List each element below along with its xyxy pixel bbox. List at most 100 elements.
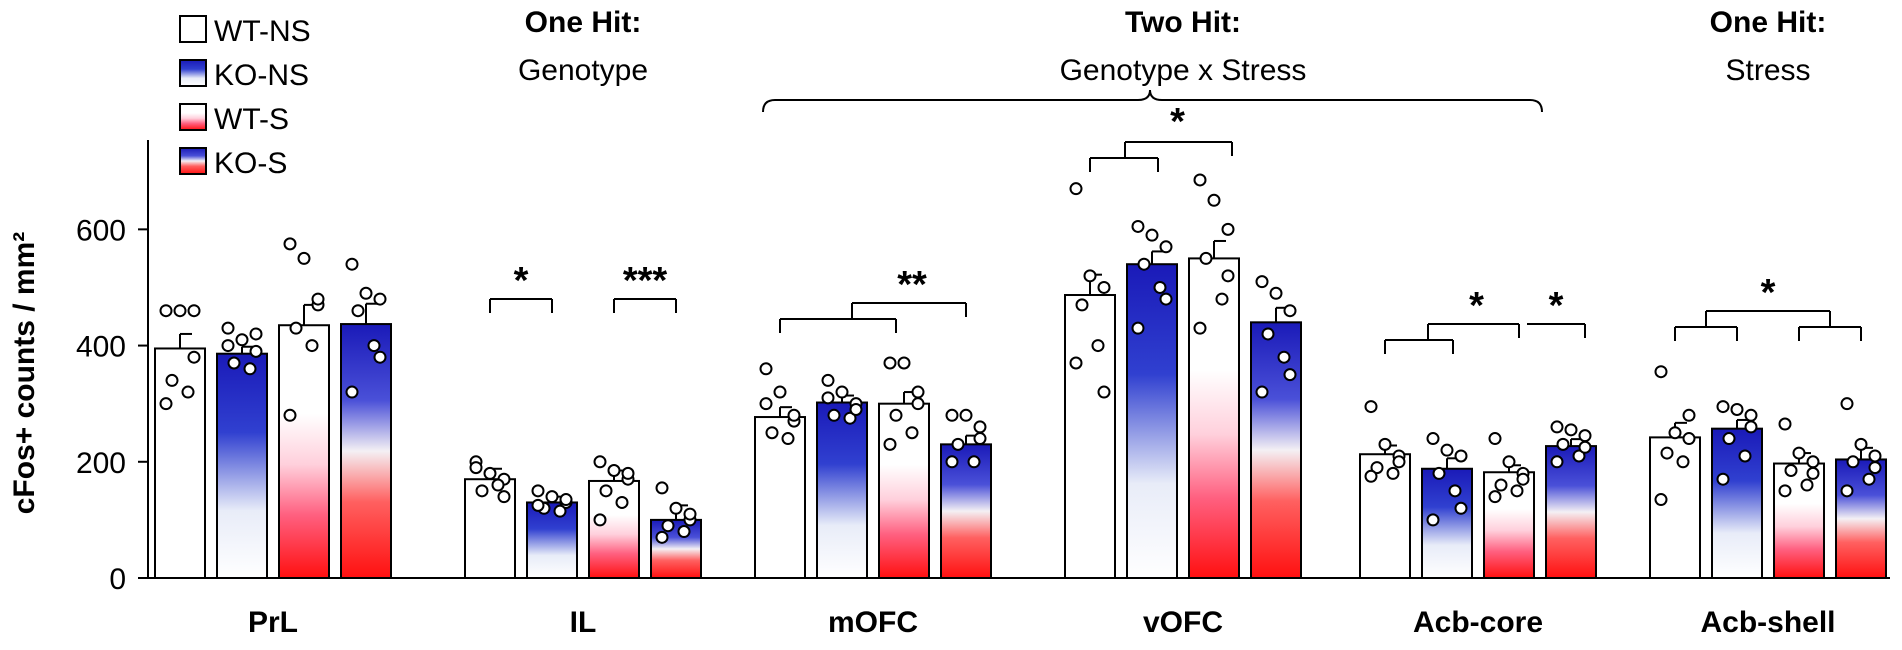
data-point [1370,461,1384,475]
data-point [1097,280,1111,294]
data-point [593,455,607,469]
data-point [553,504,567,518]
data-point [1716,400,1730,414]
data-point [1215,292,1229,306]
data-point [1682,432,1696,446]
data-point [661,519,675,533]
data-point [1654,493,1668,507]
data-point [1255,385,1269,399]
header-title: One Hit: [1710,6,1827,39]
data-point [827,408,841,422]
data-point [475,484,489,498]
data-point [1454,449,1468,463]
data-point [1137,257,1151,271]
data-point [1392,455,1406,469]
data-point [621,466,635,480]
data-point [1578,440,1592,454]
data-point [1426,513,1440,527]
data-point [1550,420,1564,434]
y-tick-label: 200 [76,447,126,480]
data-point [187,350,201,364]
header-title: One Hit: [525,6,642,39]
data-point [1269,286,1283,300]
data-point [1432,466,1446,480]
bar-wt-ns-acb-shell [1649,436,1701,580]
data-point [821,373,835,387]
data-point [951,437,965,451]
bar-ko-ns-acb-shell [1711,427,1763,580]
data-point [159,304,173,318]
data-point [1744,420,1758,434]
legend-label-ko-s: KO-S [214,147,287,180]
data-point [835,385,849,399]
data-point [367,339,381,353]
data-point [497,490,511,504]
data-point [889,408,903,422]
data-point [1516,472,1530,486]
data-point [1153,280,1167,294]
header-subtitle: Genotype [518,54,648,87]
data-point [227,356,241,370]
bar-wt-s-prl [278,324,330,579]
category-label-il: IL [570,606,597,639]
data-point [1676,455,1690,469]
data-point [669,501,683,515]
data-point [683,507,697,521]
legend-label-wt-ns: WT-NS [214,15,311,48]
bar-wt-ns-prl [154,347,206,579]
significance-brackets: * *** **** * * [489,101,1862,354]
data-point [305,339,319,353]
data-point [1131,219,1145,233]
data-point [911,385,925,399]
data-point [1556,437,1570,451]
bar-ko-s-acb-shell [1835,458,1887,580]
data-point [1221,269,1235,283]
significance-label: * [1549,285,1564,327]
data-point [765,426,779,440]
data-point [1207,193,1221,207]
data-point [1283,304,1297,318]
data-point [1283,368,1297,382]
bar-ko-ns-mofc [816,401,868,579]
data-point [1738,449,1752,463]
significance-label: ** [897,264,927,306]
data-point [1364,469,1378,483]
significance-label: * [1761,272,1776,314]
data-point [945,455,959,469]
data-point [531,498,545,512]
data-point [345,385,359,399]
category-label-mofc: mOFC [828,606,918,639]
significance-label: * [1469,285,1484,327]
data-point [1261,327,1275,341]
data-point [1083,269,1097,283]
bar-ko-s-il [650,518,702,580]
data-point [373,350,387,364]
data-point [1069,356,1083,370]
data-point [677,525,691,539]
legend-label-ko-ns: KO-NS [214,59,309,92]
data-point [781,432,795,446]
two-hit-brace [762,89,1543,113]
data-point [1510,484,1524,498]
data-point [1277,350,1291,364]
data-point [655,530,669,544]
data-point [1488,432,1502,446]
bar-ko-ns-vofc [1126,263,1178,579]
category-label-prl: PrL [248,606,298,639]
data-point [1454,501,1468,515]
data-point [1448,484,1462,498]
group-headers: One Hit: Genotype Two Hit: Genotype x Stres… [518,6,1827,113]
data-point [1193,321,1207,335]
data-point [1868,461,1882,475]
data-point [1730,402,1744,416]
data-point [173,304,187,318]
data-point [759,362,773,376]
data-point [1716,472,1730,486]
bar-wt-s-mofc [878,402,930,580]
bar-ko-s-acb-core [1545,445,1597,580]
category-labels: PrL IL mOFC vOFC Acb-core Acb-shell [248,606,1836,639]
data-point [1564,423,1578,437]
data-point [1131,321,1145,335]
data-point [1854,437,1868,451]
